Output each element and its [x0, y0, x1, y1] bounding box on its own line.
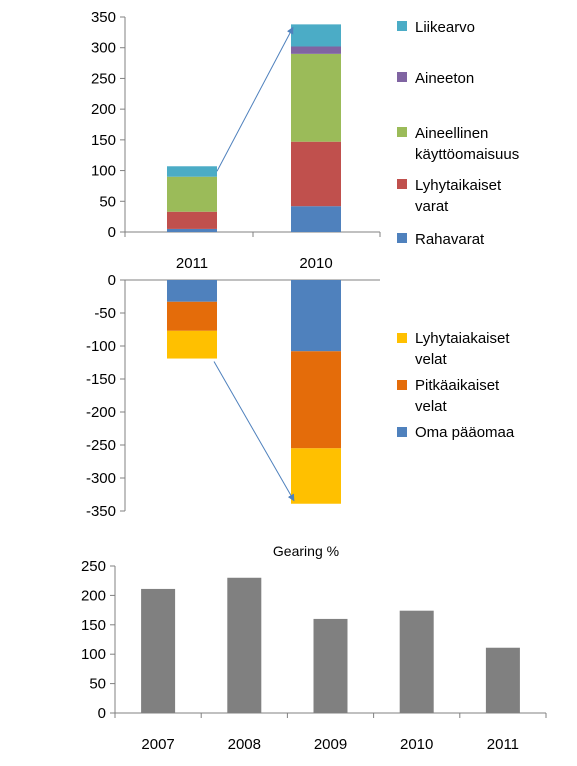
assets-y-tick-label: 100: [91, 163, 116, 180]
gearing-bar-2007: [141, 588, 176, 713]
assets-bar-2011-rahavarat: [167, 228, 217, 232]
assets-bar-2010-lyhytaikaiset-varat: [291, 141, 341, 207]
gearing-x-tick-label-2008: 2008: [228, 736, 261, 753]
liabilities-y-tick-label: -50: [94, 305, 116, 322]
gearing-x-tick-label-2009: 2009: [314, 736, 347, 753]
assets-bar-2011-aineellinen-k-ytt-omaisuus: [167, 176, 217, 212]
assets-legend-label-lyhytaikaiset-varat: Lyhytaikaiset varat: [415, 177, 502, 215]
gearing-bars: [141, 577, 520, 713]
gearing-y-tick-label: 0: [98, 705, 106, 722]
gearing-x-tick-label-2007: 2007: [141, 736, 174, 753]
assets-y-tick-label: 250: [91, 70, 116, 87]
gearing-y-tick-label: 150: [81, 617, 106, 634]
gearing-chart-title: Gearing %: [273, 543, 339, 559]
liabilities-bar-2010-lyhytaiakaiset-velat: [291, 448, 341, 504]
assets-legend-swatch-aineeton: [397, 72, 407, 82]
gearing-y-tick-label: 100: [81, 646, 106, 663]
liabilities-bar-2010-pitk-aikaiset-velat: [291, 351, 341, 449]
liabilities-bar-2011-pitk-aikaiset-velat: [167, 301, 217, 331]
liabilities-stacked-bar-chart: 0 -50 -100 -150 -200 -250 -300 -350 Lyhytaiakai…: [86, 272, 515, 520]
assets-y-tick-label: 300: [91, 40, 116, 57]
liabilities-y-tick-label: -300: [86, 470, 116, 487]
liabilities-bars: [167, 280, 341, 504]
assets-legend: Liikearvo Aineeton Aineellinen käyttöomaisu…: [397, 19, 519, 248]
liabilities-legend-label-lyhytaiakaiset-velat: Lyhytaiakaiset velat: [415, 330, 510, 368]
assets-bar-2011-lyhytaikaiset-varat: [167, 211, 217, 229]
comparison-arrows: [213, 26, 295, 502]
assets-stacked-bar-chart: 0 50 100 150 200 250 300 350 2011 2010 Liikearvo…: [91, 9, 519, 272]
assets-legend-label-rahavarat: Rahavarat: [415, 231, 485, 248]
liabilities-y-tick-label: 0: [108, 272, 116, 289]
gearing-x-tick-label-2010: 2010: [400, 736, 433, 753]
gearing-y-tick-label: 250: [81, 558, 106, 575]
liabilities-bar-2011-lyhytaiakaiset-velat: [167, 330, 217, 359]
assets-legend-label-aineellinen-k-ytt-omaisuus: Aineellinen käyttöomaisuus: [415, 125, 519, 163]
assets-bar-2010-liikearvo: [291, 24, 341, 47]
liabilities-y-tick-label: -200: [86, 404, 116, 421]
liabilities-y-tick-label: -100: [86, 338, 116, 355]
liabilities-legend-swatch-lyhytaiakaiset-velat: [397, 333, 407, 343]
assets-y-tick-label: 200: [91, 101, 116, 118]
liabilities-y-tick-label: -150: [86, 371, 116, 388]
gearing-y-tick-label: 200: [81, 587, 106, 604]
assets-bars: [167, 24, 341, 232]
assets-y-tick-label: 0: [108, 224, 116, 241]
liabilities-legend: Lyhytaiakaiset velat Pitkäaikaiset velat Oma…: [397, 330, 515, 441]
liabilities-bar-2010-oma-p-omaa: [291, 280, 341, 352]
gearing-bar-2009: [313, 618, 348, 713]
assets-y-tick-label: 50: [99, 193, 116, 210]
gearing-bar-2010: [399, 610, 434, 713]
assets-x-tick-label-2011: 2011: [176, 255, 208, 272]
assets-growth-arrow: [216, 26, 294, 172]
liabilities-legend-label-pitk-aikaiset-velat: Pitkäaikaiset velat: [415, 377, 500, 415]
assets-y-tick-label: 350: [91, 9, 116, 26]
assets-y-tick-label: 150: [91, 132, 116, 149]
assets-x-tick-label-2010: 2010: [299, 255, 332, 272]
liabilities-legend-swatch-pitk-aikaiset-velat: [397, 380, 407, 390]
gearing-bar-2008: [227, 577, 262, 713]
assets-legend-swatch-lyhytaikaiset-varat: [397, 179, 407, 189]
liabilities-growth-arrow: [213, 361, 295, 502]
gearing-bar-2011: [485, 647, 520, 713]
assets-legend-label-liikearvo: Liikearvo: [415, 19, 475, 36]
assets-legend-label-aineeton: Aineeton: [415, 70, 474, 87]
assets-bar-2010-aineellinen-k-ytt-omaisuus: [291, 53, 341, 142]
gearing-y-tick-label: 50: [89, 676, 106, 693]
assets-legend-swatch-rahavarat: [397, 233, 407, 243]
assets-bar-2010-rahavarat: [291, 206, 341, 232]
assets-bar-2011-liikearvo: [167, 166, 217, 177]
liabilities-bar-2011-oma-p-omaa: [167, 280, 217, 302]
gearing-x-tick-labels: 2007 2008 2009 2010 2011: [141, 736, 519, 753]
assets-bar-2010-aineeton: [291, 46, 341, 54]
liabilities-legend-swatch-oma-p-omaa: [397, 427, 407, 437]
assets-legend-swatch-liikearvo: [397, 21, 407, 31]
assets-x-tick-labels: 2011 2010: [176, 255, 333, 272]
liabilities-y-tick-label: -350: [86, 503, 116, 520]
gearing-x-tick-label-2011: 2011: [487, 736, 519, 753]
assets-legend-swatch-aineellinen-k-ytt-omaisuus: [397, 127, 407, 137]
liabilities-y-tick-label: -250: [86, 437, 116, 454]
liabilities-legend-label-oma-p-omaa: Oma pääomaa: [415, 424, 515, 441]
